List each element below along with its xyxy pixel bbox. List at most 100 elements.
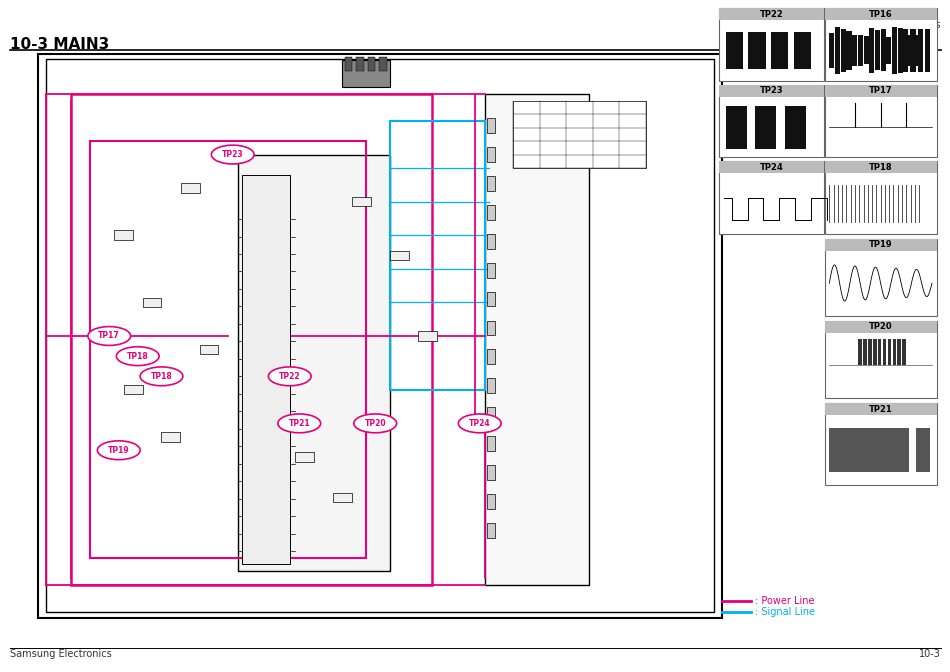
Ellipse shape: [116, 347, 160, 366]
FancyBboxPatch shape: [825, 85, 937, 157]
Ellipse shape: [353, 414, 397, 433]
FancyBboxPatch shape: [368, 57, 375, 71]
FancyBboxPatch shape: [771, 32, 788, 69]
Ellipse shape: [458, 414, 502, 433]
FancyBboxPatch shape: [719, 8, 824, 20]
FancyBboxPatch shape: [142, 298, 162, 307]
FancyBboxPatch shape: [719, 85, 824, 97]
FancyBboxPatch shape: [356, 57, 364, 71]
FancyBboxPatch shape: [294, 452, 314, 462]
FancyBboxPatch shape: [924, 29, 930, 72]
FancyBboxPatch shape: [881, 30, 885, 71]
FancyBboxPatch shape: [332, 493, 352, 502]
FancyBboxPatch shape: [379, 57, 387, 71]
FancyBboxPatch shape: [513, 101, 646, 168]
FancyBboxPatch shape: [863, 339, 866, 366]
FancyBboxPatch shape: [124, 385, 142, 394]
FancyBboxPatch shape: [487, 205, 495, 220]
FancyBboxPatch shape: [903, 29, 908, 72]
FancyBboxPatch shape: [487, 378, 495, 393]
FancyBboxPatch shape: [825, 161, 937, 173]
FancyBboxPatch shape: [825, 321, 937, 398]
Text: TP21: TP21: [289, 419, 310, 428]
FancyBboxPatch shape: [841, 29, 846, 72]
Text: TP19: TP19: [108, 446, 129, 455]
FancyBboxPatch shape: [825, 8, 937, 81]
FancyBboxPatch shape: [180, 183, 200, 193]
FancyBboxPatch shape: [825, 403, 937, 415]
FancyBboxPatch shape: [825, 8, 937, 20]
FancyBboxPatch shape: [487, 465, 495, 480]
FancyBboxPatch shape: [873, 339, 877, 366]
FancyBboxPatch shape: [352, 197, 370, 206]
FancyBboxPatch shape: [835, 27, 840, 74]
FancyBboxPatch shape: [883, 339, 886, 366]
FancyBboxPatch shape: [726, 32, 743, 69]
FancyBboxPatch shape: [910, 29, 916, 72]
FancyBboxPatch shape: [749, 32, 766, 69]
FancyBboxPatch shape: [825, 239, 937, 251]
Text: : Signal Line: : Signal Line: [755, 607, 815, 616]
FancyBboxPatch shape: [915, 35, 920, 66]
Text: TP20: TP20: [365, 419, 386, 428]
Text: TP16: TP16: [869, 9, 893, 19]
FancyBboxPatch shape: [858, 339, 862, 366]
FancyBboxPatch shape: [903, 35, 908, 66]
FancyBboxPatch shape: [719, 8, 824, 81]
Text: TP18: TP18: [127, 351, 148, 361]
FancyBboxPatch shape: [719, 85, 824, 157]
FancyBboxPatch shape: [487, 349, 495, 364]
FancyBboxPatch shape: [484, 94, 589, 585]
Ellipse shape: [97, 441, 141, 460]
Text: Schematic Diagrams: Schematic Diagrams: [839, 20, 940, 30]
FancyBboxPatch shape: [755, 106, 776, 149]
Text: TP22: TP22: [760, 9, 784, 19]
FancyBboxPatch shape: [869, 28, 874, 73]
FancyBboxPatch shape: [242, 175, 290, 564]
FancyBboxPatch shape: [487, 118, 495, 133]
FancyBboxPatch shape: [829, 428, 909, 472]
FancyBboxPatch shape: [852, 36, 857, 65]
Text: TP20: TP20: [869, 322, 892, 331]
FancyBboxPatch shape: [487, 147, 495, 162]
FancyBboxPatch shape: [887, 339, 891, 366]
FancyBboxPatch shape: [825, 161, 937, 234]
FancyBboxPatch shape: [898, 339, 902, 366]
FancyBboxPatch shape: [487, 263, 495, 278]
FancyBboxPatch shape: [487, 234, 495, 249]
FancyBboxPatch shape: [902, 339, 906, 366]
FancyBboxPatch shape: [878, 339, 882, 366]
FancyBboxPatch shape: [875, 30, 880, 71]
FancyBboxPatch shape: [719, 161, 824, 234]
FancyBboxPatch shape: [825, 403, 937, 485]
FancyBboxPatch shape: [916, 428, 930, 472]
Ellipse shape: [87, 327, 130, 345]
Text: TP23: TP23: [222, 150, 243, 159]
Text: 10-3 MAIN3: 10-3 MAIN3: [10, 37, 108, 52]
Text: TP18: TP18: [151, 372, 172, 381]
FancyBboxPatch shape: [846, 30, 851, 71]
FancyBboxPatch shape: [893, 339, 896, 366]
FancyBboxPatch shape: [886, 37, 891, 64]
FancyBboxPatch shape: [418, 331, 437, 341]
FancyBboxPatch shape: [487, 176, 495, 191]
FancyBboxPatch shape: [858, 36, 863, 65]
FancyBboxPatch shape: [487, 436, 495, 451]
FancyBboxPatch shape: [719, 161, 824, 173]
FancyBboxPatch shape: [793, 32, 810, 69]
FancyBboxPatch shape: [825, 321, 937, 333]
Text: TP17: TP17: [869, 86, 892, 95]
FancyBboxPatch shape: [785, 106, 806, 149]
Ellipse shape: [141, 367, 182, 386]
FancyBboxPatch shape: [114, 230, 133, 240]
Text: Samsung Electronics: Samsung Electronics: [10, 648, 111, 659]
Ellipse shape: [211, 145, 255, 164]
FancyBboxPatch shape: [487, 292, 495, 306]
FancyBboxPatch shape: [390, 251, 408, 260]
FancyBboxPatch shape: [829, 33, 834, 68]
FancyBboxPatch shape: [726, 106, 747, 149]
FancyBboxPatch shape: [162, 432, 180, 442]
FancyBboxPatch shape: [918, 29, 922, 72]
Text: TP23: TP23: [760, 86, 783, 95]
Ellipse shape: [277, 414, 320, 433]
